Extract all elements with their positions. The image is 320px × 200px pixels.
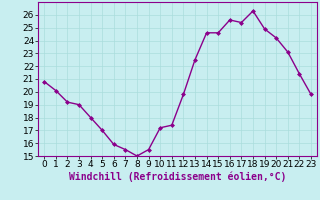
- X-axis label: Windchill (Refroidissement éolien,°C): Windchill (Refroidissement éolien,°C): [69, 172, 286, 182]
